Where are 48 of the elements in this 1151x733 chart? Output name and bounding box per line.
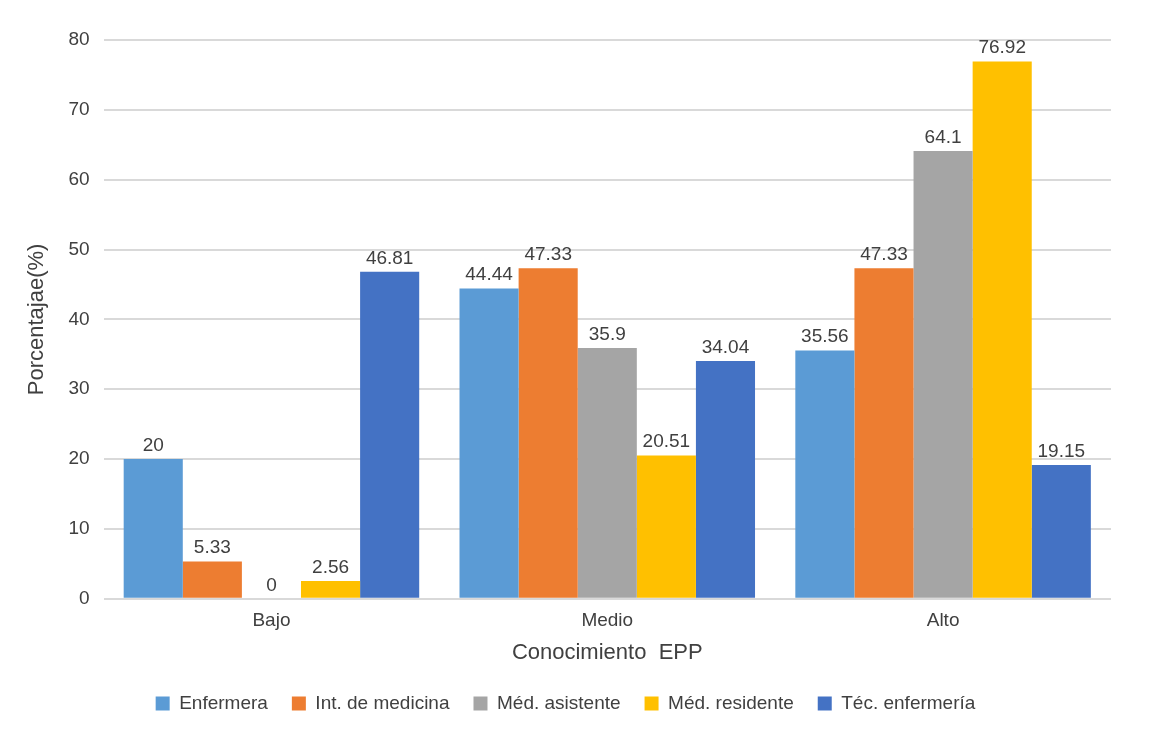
y-tick-label: 20 [68, 447, 90, 469]
data-label: 0 [266, 573, 277, 595]
data-label: 35.9 [588, 322, 626, 344]
x-tick-label: Bajo [252, 609, 291, 631]
y-tick-label: 80 [68, 28, 90, 50]
legend-label: Enfermera [179, 691, 269, 713]
data-label: 20 [142, 433, 164, 455]
bar [301, 580, 361, 598]
bar [972, 61, 1032, 598]
x-tick-label: Alto [926, 609, 960, 631]
bar [854, 268, 914, 598]
y-axis-title: Porcentajae(%) [23, 243, 49, 396]
bar [1031, 465, 1091, 598]
legend-label: Méd. residente [668, 691, 794, 713]
bar [913, 151, 973, 598]
legend-label: Méd. asistente [496, 691, 621, 713]
y-tick-label: 30 [68, 377, 90, 399]
data-label: 5.33 [193, 536, 231, 558]
bar [123, 459, 183, 598]
bar [518, 268, 578, 598]
y-tick-label: 50 [68, 237, 90, 259]
data-label: 44.44 [465, 263, 514, 285]
bar [459, 288, 519, 598]
bar [182, 561, 242, 598]
data-label: 34.04 [701, 335, 750, 357]
x-tick-label: Medio [581, 609, 634, 631]
data-label: 46.81 [365, 246, 414, 268]
legend-label: Téc. enfermería [841, 691, 976, 713]
y-tick-label: 60 [68, 167, 90, 189]
y-tick-label: 0 [78, 587, 90, 609]
bar [360, 271, 420, 598]
bar [795, 350, 855, 598]
bar [577, 348, 637, 598]
data-label: 64.1 [924, 125, 962, 147]
legend-label: Int. de medicina [315, 691, 450, 713]
data-label: 2.56 [312, 555, 350, 577]
data-label: 76.92 [978, 36, 1026, 58]
bar [636, 455, 696, 598]
data-label: 47.33 [860, 242, 908, 264]
bar [695, 361, 756, 598]
data-label: 19.15 [1037, 439, 1086, 461]
y-tick-label: 10 [68, 517, 90, 539]
y-tick-label: 70 [68, 98, 90, 120]
x-axis-title: Conocimiento EPP [511, 638, 703, 664]
data-label: 47.33 [524, 242, 572, 264]
data-label: 35.56 [801, 325, 849, 347]
y-tick-label: 40 [68, 307, 90, 329]
data-label: 20.51 [642, 430, 691, 452]
